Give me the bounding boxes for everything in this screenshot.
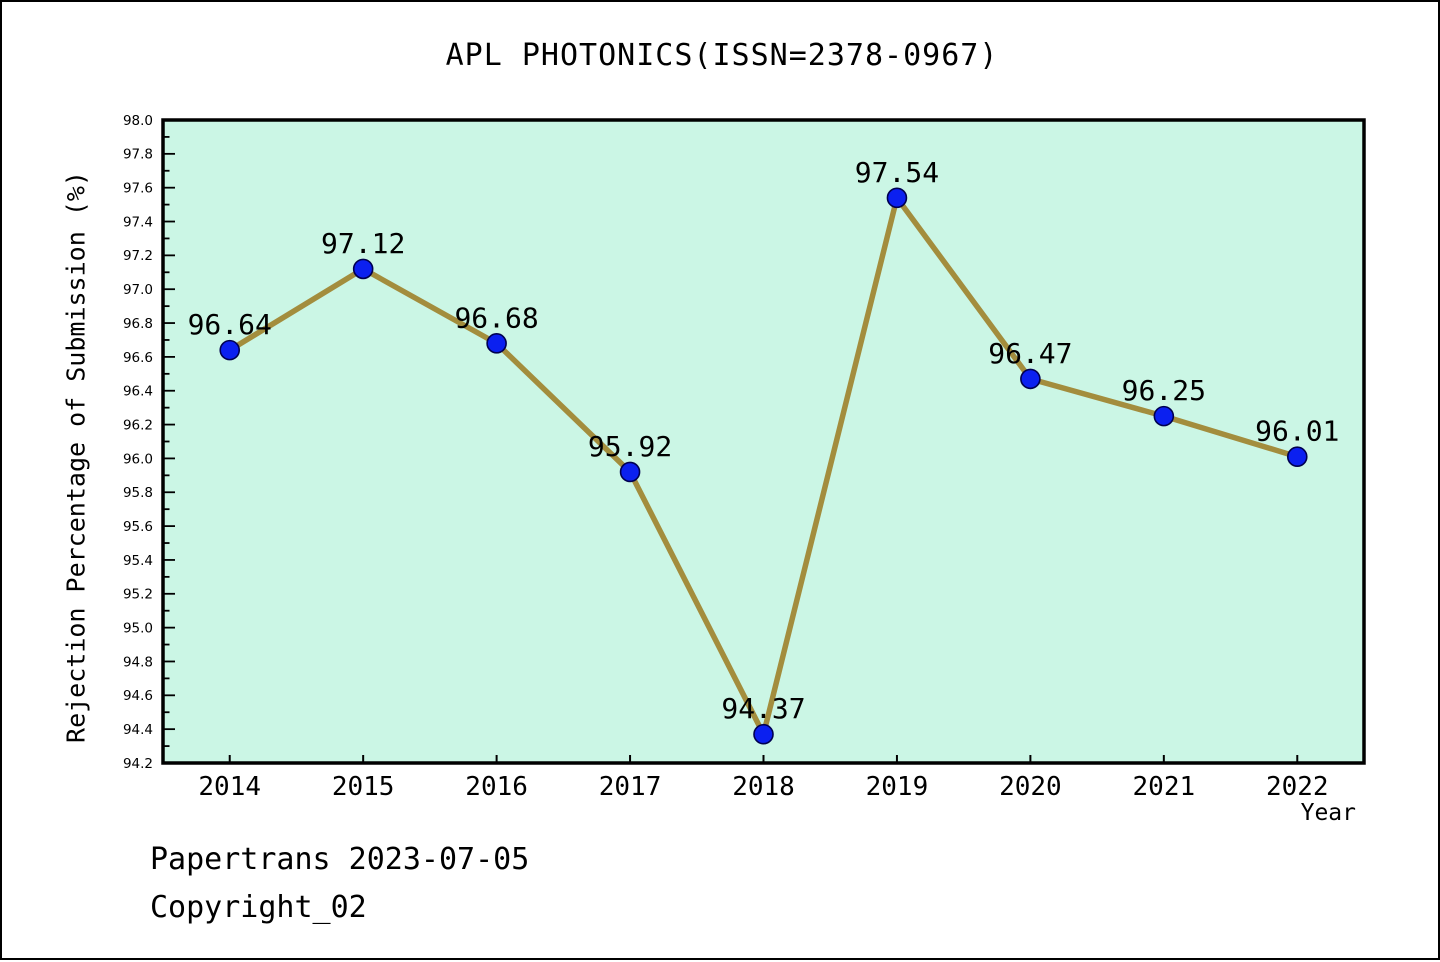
y-tick-label: 96.6 bbox=[123, 350, 153, 366]
y-tick-label: 95.4 bbox=[123, 553, 153, 569]
watermark-line-1: Papertrans 2023-07-05 bbox=[150, 842, 530, 877]
y-tick-label: 95.6 bbox=[123, 519, 153, 535]
y-tick-label: 94.4 bbox=[123, 722, 153, 738]
data-point-marker bbox=[219, 339, 241, 361]
x-tick-label: 2016 bbox=[465, 772, 528, 802]
y-tick-label: 96.8 bbox=[123, 316, 153, 332]
data-point-label: 97.12 bbox=[321, 227, 405, 260]
data-point-marker bbox=[753, 723, 774, 745]
chart-title: APL PHOTONICS(ISSN=2378-0967) bbox=[445, 38, 999, 73]
data-point-label: 94.37 bbox=[721, 692, 805, 725]
y-tick-label: 97.0 bbox=[123, 282, 153, 298]
data-point-marker bbox=[886, 187, 908, 209]
x-tick-label: 2022 bbox=[1266, 772, 1329, 802]
y-tick-label: 95.0 bbox=[123, 620, 153, 636]
x-tick-label: 2017 bbox=[599, 772, 662, 802]
x-tick-label: 2015 bbox=[332, 772, 395, 802]
y-tick-label: 97.8 bbox=[123, 147, 153, 163]
y-tick-label: 96.4 bbox=[123, 384, 153, 400]
x-tick-label: 2019 bbox=[866, 772, 929, 802]
data-point-label: 97.54 bbox=[855, 156, 939, 189]
data-point-marker bbox=[1020, 368, 1041, 390]
data-point-label: 96.47 bbox=[988, 337, 1072, 370]
y-tick-label: 97.4 bbox=[123, 214, 153, 230]
plot-background bbox=[161, 118, 1366, 765]
y-tick-label: 96.2 bbox=[123, 417, 153, 433]
y-tick-label: 95.8 bbox=[123, 485, 153, 501]
watermark-line-2: Copyright_02 bbox=[150, 890, 367, 925]
y-tick-label: 97.2 bbox=[123, 248, 153, 264]
x-tick-label: 2014 bbox=[198, 772, 261, 802]
data-point-marker bbox=[1153, 405, 1175, 427]
y-tick-label: 97.6 bbox=[123, 181, 153, 197]
data-point-marker bbox=[486, 333, 507, 354]
x-tick-label: 2020 bbox=[999, 772, 1062, 802]
y-tick-label: 94.6 bbox=[123, 688, 153, 704]
data-point-marker bbox=[352, 258, 374, 280]
x-axis-label: Year bbox=[1300, 800, 1356, 826]
data-point-marker bbox=[1286, 446, 1308, 468]
x-tick-label: 2021 bbox=[1133, 772, 1196, 802]
y-tick-label: 94.2 bbox=[123, 756, 153, 772]
data-point-label: 95.92 bbox=[588, 430, 672, 463]
data-point-label: 96.25 bbox=[1122, 374, 1206, 407]
data-point-label: 96.68 bbox=[454, 301, 538, 334]
data-point-label: 96.01 bbox=[1255, 415, 1339, 448]
data-point-label: 96.64 bbox=[188, 308, 272, 341]
y-tick-label: 98.0 bbox=[123, 113, 153, 129]
y-tick-label: 96.0 bbox=[123, 451, 153, 467]
x-tick-label: 2018 bbox=[732, 772, 795, 802]
data-point-marker bbox=[619, 461, 641, 483]
y-tick-label: 95.2 bbox=[123, 587, 153, 603]
y-tick-label: 94.8 bbox=[123, 654, 153, 670]
